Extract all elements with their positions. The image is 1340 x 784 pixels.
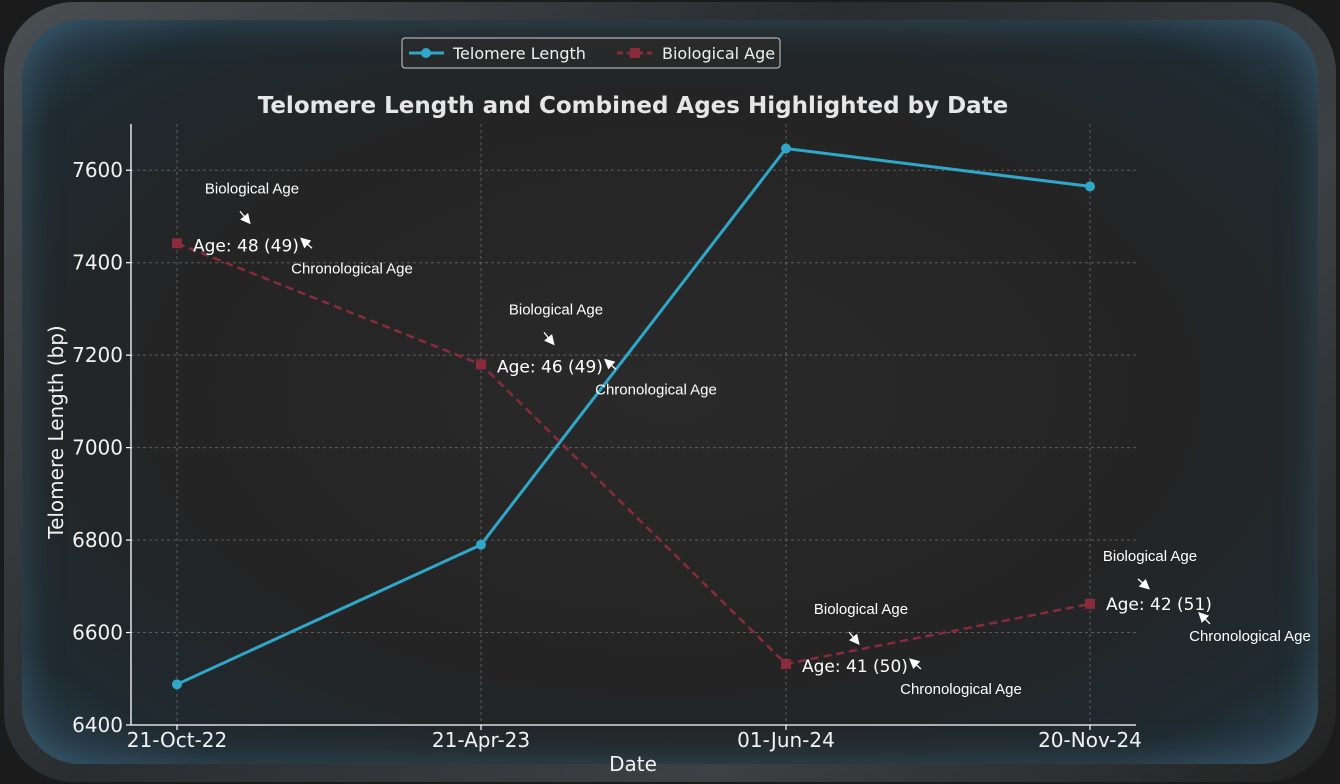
y-tick-label: 6400: [72, 713, 123, 737]
y-axis-label: Telomere Length (bp): [44, 325, 68, 540]
series-layer: [172, 143, 1095, 690]
biological-age-label: Biological Age: [205, 180, 299, 197]
biological-age-label: Biological Age: [509, 301, 603, 318]
chronological-age-label: Chronological Age: [900, 681, 1022, 698]
legend-label-biological: Biological Age: [662, 44, 775, 63]
legend: Telomere Length Biological Age: [401, 37, 781, 69]
biological-age-arrow: [543, 331, 555, 346]
age-annotation: Age: 48 (49): [193, 236, 299, 256]
legend-box: [401, 37, 781, 69]
biological-age-arrow: [1137, 578, 1150, 590]
x-axis-label: Date: [609, 752, 657, 776]
chronological-age-label: Chronological Age: [291, 260, 413, 277]
x-tick-label: 20-Nov-24: [1038, 728, 1142, 752]
x-tick-label: 01-Jun-24: [737, 728, 835, 752]
chart-panel: [22, 20, 1318, 764]
age-annotation: Age: 41 (50): [802, 657, 908, 677]
y-tick-label: 7600: [72, 158, 123, 182]
y-tick-label: 7200: [72, 343, 123, 367]
legend-marker-telomere: [421, 48, 431, 58]
chronological-age-arrow: [909, 658, 922, 670]
biological-age-arrow: [239, 210, 251, 225]
telomere-point: [781, 143, 791, 154]
y-tick-label: 7400: [72, 251, 123, 275]
biological-age-point: [1085, 598, 1095, 609]
chronological-age-arrow: [604, 358, 617, 370]
biological-age-label: Biological Age: [814, 601, 908, 618]
telomere-point: [172, 679, 182, 690]
telomere-point: [1085, 181, 1095, 192]
biological-age-arrow: [848, 631, 860, 645]
y-tick-label: 6800: [72, 528, 123, 552]
grid: [131, 124, 1136, 726]
series-line-biological: [176, 242, 1091, 666]
age-annotation: Age: 42 (51): [1106, 595, 1212, 615]
annotations-layer: Age: 48 (49) Biological Age Chronological …: [193, 180, 1311, 698]
legend-marker-biological: [630, 48, 640, 58]
chart-title: Telomere Length and Combined Ages Highli…: [258, 93, 1009, 119]
age-annotation: Age: 46 (49): [497, 357, 603, 377]
chronological-age-label: Chronological Age: [1189, 628, 1311, 645]
biological-age-label: Biological Age: [1103, 548, 1197, 565]
x-ticks: 21-Oct-22 21-Apr-23 01-Jun-24 20-Nov-24: [127, 725, 1142, 752]
legend-label-telomere: Telomere Length: [452, 44, 586, 63]
telomere-point: [476, 539, 486, 550]
biological-age-point: [781, 658, 791, 669]
y-ticks: 6400 6600 6800 7000 7200 7400 7600: [72, 158, 131, 737]
y-tick-label: 6600: [72, 621, 123, 645]
chronological-age-arrow: [300, 237, 313, 249]
x-tick-label: 21-Oct-22: [127, 728, 227, 752]
x-tick-label: 21-Apr-23: [432, 728, 530, 752]
chronological-age-arrow: [1198, 612, 1211, 625]
biological-age-point: [476, 359, 486, 370]
y-tick-label: 7000: [72, 436, 123, 460]
chronological-age-label: Chronological Age: [595, 381, 717, 398]
biological-age-point: [172, 238, 182, 249]
series-line-telomere: [176, 147, 1091, 686]
